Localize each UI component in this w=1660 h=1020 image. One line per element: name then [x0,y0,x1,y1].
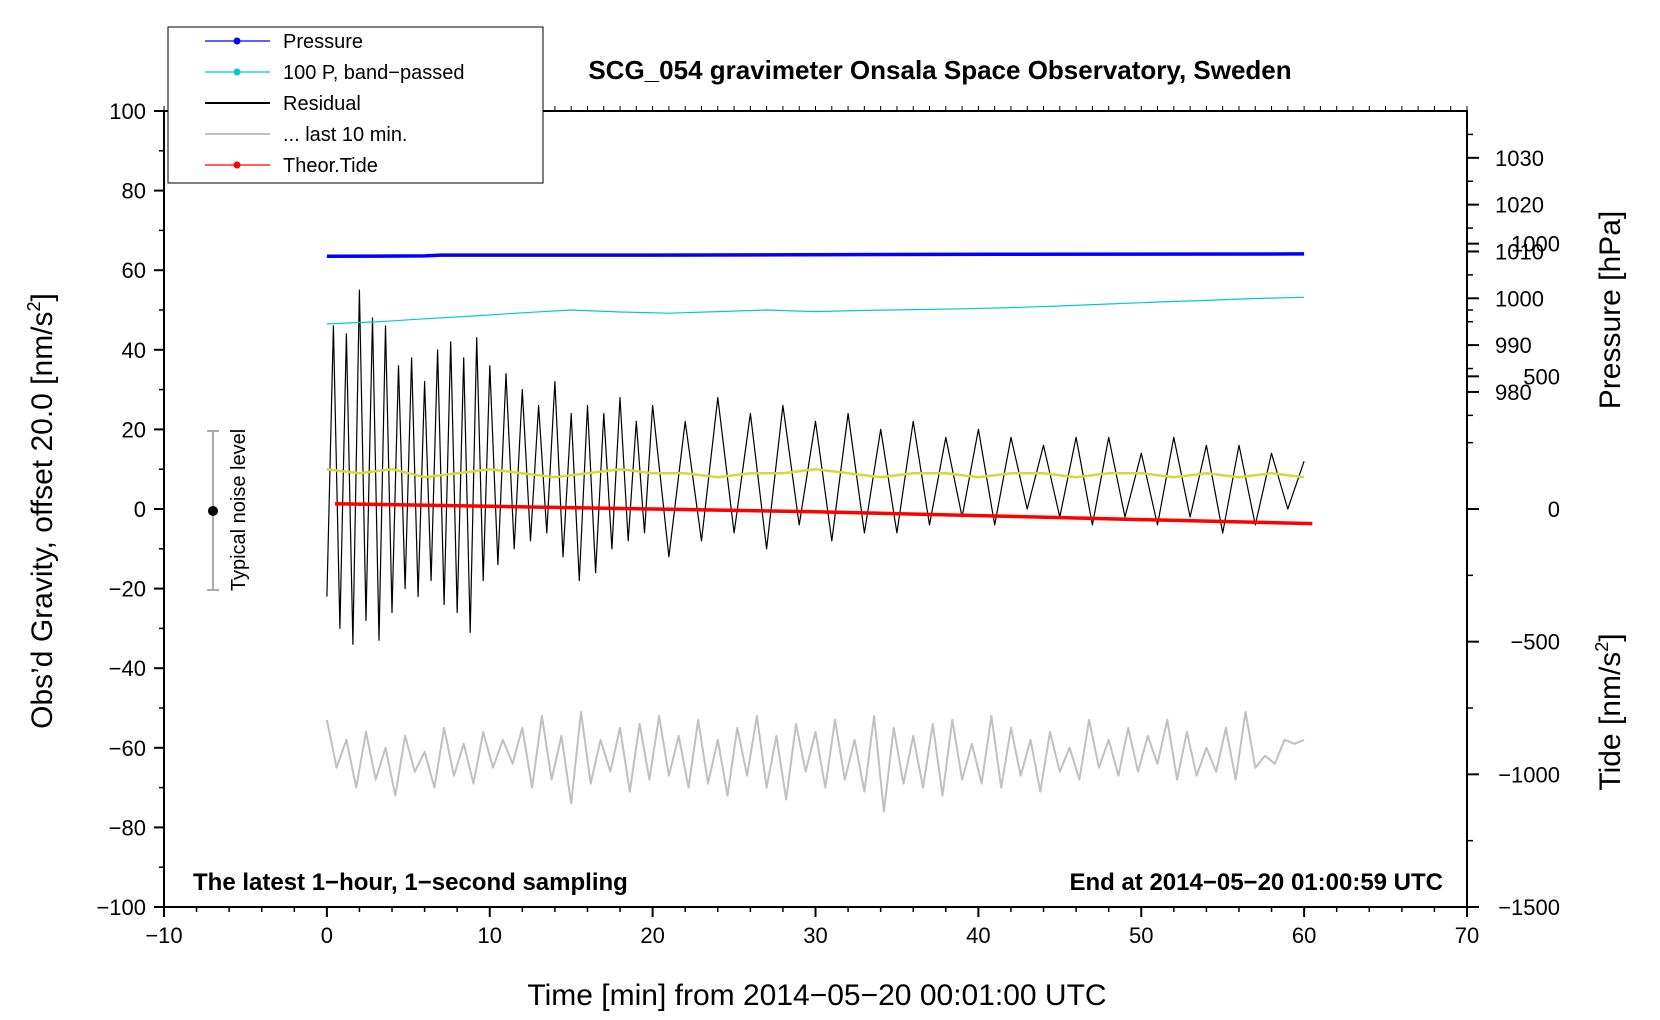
pressure-tick-label: 980 [1495,380,1532,405]
y-tick-label: −80 [109,815,146,840]
tide-tick-label: 500 [1523,364,1560,389]
legend-label: 100 P, band−passed [283,62,464,84]
annotation-left: The latest 1−hour, 1−second sampling [193,869,628,896]
legend-label: Residual [283,93,361,115]
y-tick-label: −60 [109,736,146,761]
x-tick-label: 10 [478,923,502,948]
y-tick-label: 80 [122,179,146,204]
y-tick-label: −100 [96,895,146,920]
pressure-tick-label: 1030 [1495,146,1544,171]
tide-axis-title-suffix: ] [1594,633,1627,641]
x-tick-label: 60 [1292,923,1316,948]
series-last-10-min [325,711,1305,813]
tide-tick-label: −1500 [1498,895,1560,920]
y-tick-label: 20 [122,417,146,442]
x-axis-title: Time [min] from 2014−05−20 00:01:00 UTC [527,979,1106,1012]
tide-tick-label: −500 [1510,630,1560,655]
plot-frame [163,110,1468,908]
legend-box [167,26,544,184]
x-tick-label: 50 [1129,923,1153,948]
legend-marker [233,37,241,45]
y-axis-title-suffix: ] [26,293,59,301]
axis-layer: −10 0 10 20 30 40 50 60 70−100−80−60−40−20020406… [96,99,1560,948]
y-axis-title: Obs’d Gravity, offset 20.0 [nm/s2] [24,293,59,729]
pressure-tick-label: 990 [1495,333,1532,358]
tide-axis-title-sup: 2 [1592,642,1612,652]
series-residual-smoothed [326,467,1305,479]
noise-bar-label: Typical noise level [228,429,250,591]
pressure-tick-label: 1010 [1495,239,1544,264]
series-layer [325,252,1313,813]
annotation-right: End at 2014−05−20 01:00:59 UTC [1069,869,1443,896]
y-tick-label: 100 [109,99,146,124]
legend-marker [233,161,241,169]
y-tick-label: 60 [122,258,146,283]
plot-frame-layer [163,110,1468,908]
pressure-tick-label: 1020 [1495,193,1544,218]
tide-axis-title-text: Tide [nm/s [1594,652,1627,791]
tide-tick-label: 0 [1548,497,1560,522]
y-tick-label: −40 [109,656,146,681]
x-tick-label: 20 [640,923,664,948]
tide-tick-label: −1000 [1498,762,1560,787]
x-tick-label: 0 [321,923,333,948]
noise-bar: Typical noise level [207,429,250,591]
y-tick-label: 0 [134,497,146,522]
y-axis-title-text: Obs’d Gravity, offset 20.0 [nm/s [26,311,59,728]
series-theor-tide [334,501,1313,526]
pressure-tick-label: 1000 [1495,286,1544,311]
x-tick-label: 40 [966,923,990,948]
x-tick-label: 30 [803,923,827,948]
y-axis-title-sup: 2 [24,301,44,311]
y-tick-label: −20 [109,577,146,602]
y-tick-label: 40 [122,338,146,363]
legend-label: Pressure [283,31,363,53]
x-tick-label: 70 [1455,923,1479,948]
legend: Pressure 100 P, band−passed Residual ... la… [167,26,544,184]
series-residual [326,289,1305,645]
chart-title: SCG_054 gravimeter Onsala Space Observat… [588,55,1291,85]
tide-axis-title: Tide [nm/s2] [1592,633,1627,790]
legend-marker [233,68,241,76]
pressure-axis-title: Pressure [hPa] [1594,211,1627,409]
noise-bar-center-dot [208,506,218,516]
tide-tick-label: 1000 [1511,232,1560,257]
series-100-p-band-passed [326,296,1305,325]
series-pressure [326,252,1305,259]
legend-label: Theor.Tide [283,155,378,177]
legend-label: ... last 10 min. [283,124,408,146]
x-tick-label: −10 [145,923,182,948]
